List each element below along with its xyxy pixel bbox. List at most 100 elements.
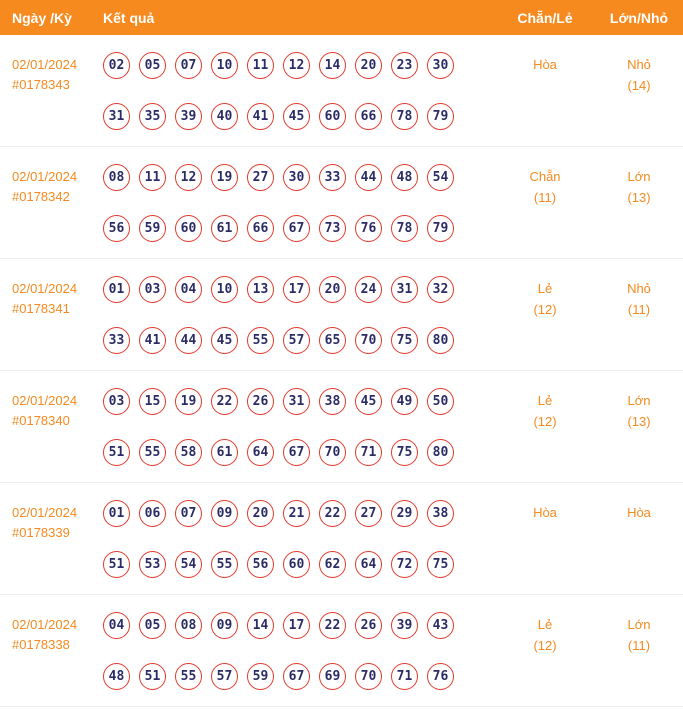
even-odd-result: Lẻ (12) [495,388,595,466]
number-ball: 60 [175,215,202,242]
number-ball: 51 [103,551,130,578]
even-odd-result: Chẵn (11) [495,164,595,242]
number-ball: 75 [427,551,454,578]
table-header: Ngày /Kỳ Kết quả Chẵn/Lẻ Lớn/Nhỏ [0,0,683,35]
big-small-count: (13) [627,189,651,205]
number-ball: 78 [391,215,418,242]
drawn-numbers: 02 05 07 10 11 12 14 20 23 30 31 35 39 40 41 45 60 66 78 7… [95,52,495,130]
number-ball: 24 [355,276,382,303]
number-ball: 55 [139,439,166,466]
number-ball: 26 [247,388,274,415]
big-small-count: (14) [627,77,651,93]
number-ball: 44 [355,164,382,191]
numbers-line-1: 02 05 07 10 11 12 14 20 23 30 [103,52,495,79]
big-small-label: Nhỏ [627,57,651,72]
number-ball: 12 [175,164,202,191]
draw-id: #0178342 [12,189,70,205]
result-row: 02/01/2024 #0178340 03 15 19 22 26 31 38 45 49 50… [0,371,683,483]
number-ball: 51 [103,439,130,466]
number-ball: 55 [211,551,238,578]
even-odd-result: Hòa [495,52,595,130]
number-ball: 75 [391,439,418,466]
number-ball: 38 [319,388,346,415]
draw-date: 02/01/2024 [12,617,78,632]
number-ball: 67 [283,663,310,690]
number-ball: 13 [247,276,274,303]
draw-date-period: 02/01/2024 #0178338 [0,612,95,690]
even-odd-count: (12) [533,413,557,429]
even-odd-result: Lẻ (12) [495,612,595,690]
even-odd-result: Hòa [495,500,595,578]
number-ball: 21 [283,500,310,527]
number-ball: 06 [139,500,166,527]
number-ball: 09 [211,612,238,639]
draw-date: 02/01/2024 [12,281,78,296]
number-ball: 11 [139,164,166,191]
number-ball: 14 [319,52,346,79]
number-ball: 44 [175,327,202,354]
draw-id: #0178338 [12,637,70,653]
big-small-count: (11) [627,301,651,317]
number-ball: 22 [319,500,346,527]
number-ball: 59 [247,663,274,690]
even-odd-result: Lẻ (12) [495,276,595,354]
number-ball: 71 [355,439,382,466]
number-ball: 45 [211,327,238,354]
header-date-period: Ngày /Kỳ [12,9,72,26]
number-ball: 10 [211,52,238,79]
number-ball: 67 [283,439,310,466]
number-ball: 26 [355,612,382,639]
number-ball: 22 [319,612,346,639]
number-ball: 41 [139,327,166,354]
number-ball: 76 [427,663,454,690]
number-ball: 14 [247,612,274,639]
number-ball: 19 [211,164,238,191]
number-ball: 80 [427,327,454,354]
number-ball: 55 [247,327,274,354]
number-ball: 11 [247,52,274,79]
numbers-line-1: 08 11 12 19 27 30 33 44 48 54 [103,164,495,191]
draw-date: 02/01/2024 [12,169,78,184]
number-ball: 48 [391,164,418,191]
numbers-line-2: 33 41 44 45 55 57 65 70 75 80 [103,327,495,354]
number-ball: 07 [175,52,202,79]
number-ball: 59 [139,215,166,242]
big-small-result: Lớn (11) [595,612,683,690]
number-ball: 56 [103,215,130,242]
number-ball: 20 [247,500,274,527]
draw-date-period: 02/01/2024 #0178341 [0,276,95,354]
number-ball: 31 [283,388,310,415]
results-body: 02/01/2024 #0178343 02 05 07 10 11 12 14 20 23 30… [0,35,683,707]
number-ball: 45 [355,388,382,415]
number-ball: 33 [103,327,130,354]
number-ball: 20 [319,276,346,303]
number-ball: 35 [139,103,166,130]
number-ball: 58 [175,439,202,466]
big-small-label: Lớn [627,617,651,632]
number-ball: 08 [175,612,202,639]
number-ball: 33 [319,164,346,191]
number-ball: 40 [211,103,238,130]
number-ball: 57 [283,327,310,354]
draw-date-period: 02/01/2024 #0178339 [0,500,95,578]
drawn-numbers: 03 15 19 22 26 31 38 45 49 50 51 55 58 61 64 67 70 71 75 8… [95,388,495,466]
number-ball: 23 [391,52,418,79]
number-ball: 54 [175,551,202,578]
numbers-line-2: 48 51 55 57 59 67 69 70 71 76 [103,663,495,690]
numbers-line-2: 51 53 54 55 56 60 62 64 72 75 [103,551,495,578]
number-ball: 05 [139,52,166,79]
big-small-label: Hòa [627,505,651,520]
number-ball: 48 [103,663,130,690]
big-small-result: Lớn (13) [595,164,683,242]
result-row: 02/01/2024 #0178343 02 05 07 10 11 12 14 20 23 30… [0,35,683,147]
number-ball: 31 [103,103,130,130]
big-small-result: Lớn (13) [595,388,683,466]
number-ball: 45 [283,103,310,130]
draw-date: 02/01/2024 [12,505,78,520]
number-ball: 39 [175,103,202,130]
number-ball: 60 [319,103,346,130]
big-small-result: Hòa [595,500,683,578]
result-row: 02/01/2024 #0178338 04 05 08 09 14 17 22 26 39 43… [0,595,683,707]
number-ball: 70 [355,663,382,690]
